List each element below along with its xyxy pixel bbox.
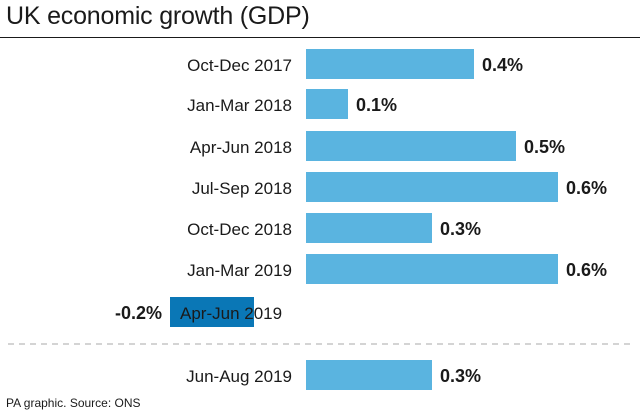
bar xyxy=(306,360,432,390)
data-label: 0.6% xyxy=(566,178,607,198)
category-label: Oct-Dec 2017 xyxy=(187,56,292,75)
source-note: PA graphic. Source: ONS xyxy=(6,396,141,410)
data-label: 0.3% xyxy=(440,366,481,386)
bar xyxy=(306,49,474,79)
category-label: Apr-Jun 2018 xyxy=(190,138,292,157)
category-label: Jan-Mar 2018 xyxy=(187,96,292,115)
bar xyxy=(306,213,432,243)
bar xyxy=(306,131,516,161)
data-label: 0.4% xyxy=(482,55,523,75)
category-label: Jun-Aug 2019 xyxy=(186,367,292,386)
category-label: Apr-Jun 2019 xyxy=(180,304,282,323)
data-label: 0.5% xyxy=(524,137,565,157)
data-label: 0.3% xyxy=(440,219,481,239)
data-label: 0.6% xyxy=(566,260,607,280)
category-label: Oct-Dec 2018 xyxy=(187,220,292,239)
category-label: Jan-Mar 2019 xyxy=(187,261,292,280)
chart-title: UK economic growth (GDP) xyxy=(6,2,310,30)
bar xyxy=(306,89,348,119)
category-label: Jul-Sep 2018 xyxy=(192,179,292,198)
data-label: -0.2% xyxy=(115,303,162,323)
title-rule xyxy=(0,37,640,38)
bar xyxy=(306,254,558,284)
data-label: 0.1% xyxy=(356,95,397,115)
bar xyxy=(170,297,254,327)
bar xyxy=(306,172,558,202)
